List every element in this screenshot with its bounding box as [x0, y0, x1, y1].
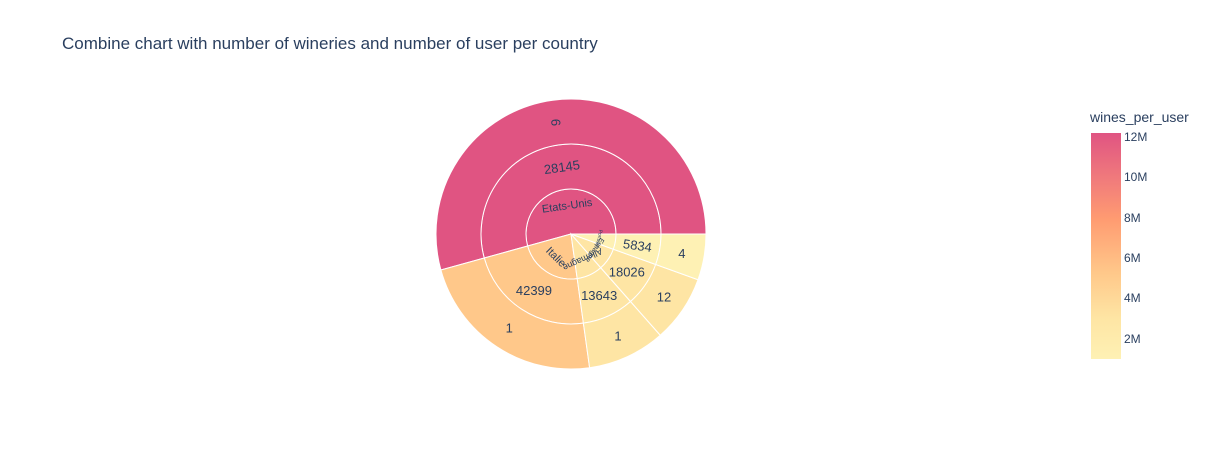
colorbar-tick: 12M: [1124, 130, 1148, 145]
label-espagne-number: 18026: [609, 264, 645, 279]
segment-portugal-ring3[interactable]: [655, 233, 707, 281]
colorbar: wines_per_user 12M 10M 8M 6M 4M 2M: [1080, 105, 1210, 365]
label-portugal-number: 5834: [622, 236, 653, 255]
colorbar-tick: 4M: [1124, 291, 1141, 306]
colorbar-tick: 10M: [1124, 170, 1148, 185]
segment-layer: [435, 98, 707, 370]
colorbar-tick: 6M: [1124, 251, 1141, 266]
label-portugal-name: Portugal: [594, 229, 603, 248]
colorbar-title: wines_per_user: [1090, 109, 1189, 125]
label-etats-unis-count: 6: [548, 119, 563, 127]
colorbar-tick: 8M: [1124, 210, 1141, 225]
label-italie-number: 42399: [516, 283, 552, 298]
label-portugal-count: 4: [678, 246, 685, 261]
colorbar-tick: 2M: [1124, 331, 1141, 346]
chart-title: Combine chart with number of wineries an…: [62, 34, 598, 53]
label-allemagne-count: 1: [614, 329, 621, 344]
label-allemagne-number: 13643: [581, 288, 617, 303]
colorbar-gradient: [1091, 133, 1121, 359]
label-espagne-count: 12: [657, 290, 671, 305]
label-italie-count: 1: [506, 321, 513, 336]
label-etats-unis-number: 28145: [543, 157, 581, 177]
segment-etats-unis-ring3[interactable]: [435, 98, 707, 271]
